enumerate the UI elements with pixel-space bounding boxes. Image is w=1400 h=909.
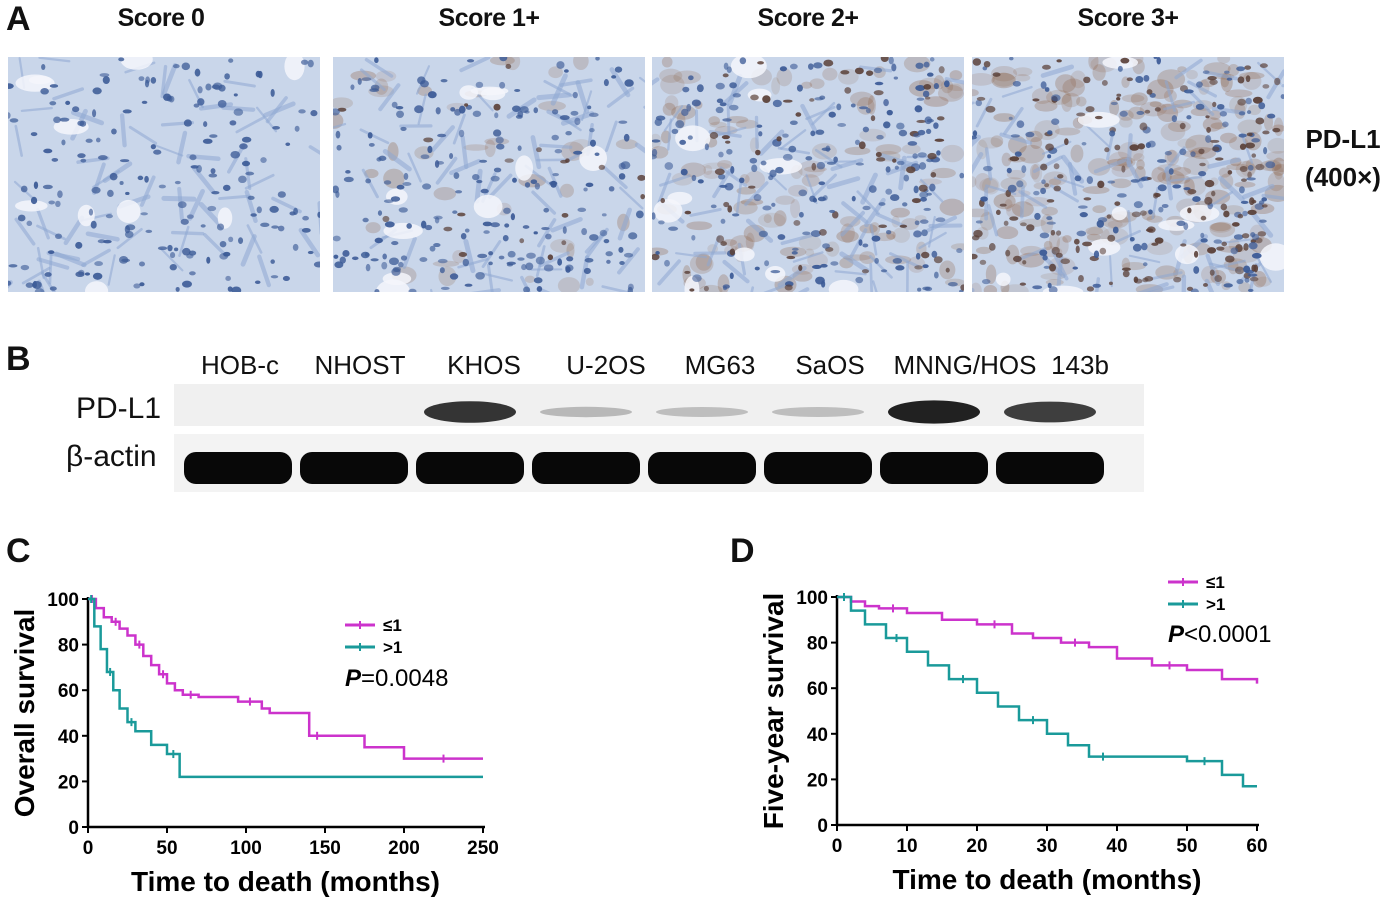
survival-curve-low [88, 597, 483, 760]
x-tick-label: 250 [467, 838, 499, 859]
x-tick-label: 20 [966, 836, 987, 857]
blot-band-pdl1 [1004, 401, 1096, 423]
panel-letter-d: D [730, 532, 755, 570]
legend-label: >1 [1206, 595, 1225, 614]
micrograph-score-3 [972, 57, 1284, 292]
micrograph-score-2 [652, 57, 964, 292]
panel-letter-a: A [6, 0, 31, 38]
blot-band-pdl1 [424, 401, 516, 423]
blot-row-bg-pdl1 [174, 384, 1144, 426]
p-value: P<0.0001 [1168, 621, 1271, 648]
blot-label-pdl1: PD-L1 [76, 392, 162, 425]
lane-label-u2os: U-2OS [566, 350, 646, 380]
blot-band-actin [880, 452, 988, 484]
x-tick-label: 150 [309, 838, 341, 859]
x-tick-label: 0 [832, 836, 843, 857]
chart-five-year-survival: 0 20 40 60 80 100 0 10 20 30 40 50 60 Time to death (… [758, 573, 1271, 895]
score-title-1: Score 1+ [438, 4, 540, 32]
y-tick-label: 100 [47, 590, 79, 611]
x-tick-label: 60 [1246, 836, 1267, 857]
blot-band-pdl1 [888, 400, 980, 424]
score-title-0: Score 0 [117, 4, 205, 32]
lane-label-hob-c: HOB-c [201, 350, 279, 380]
stain-label-magnification: (400×) [1305, 162, 1381, 192]
survival-curve-low [837, 595, 1259, 684]
blot-band-actin [532, 452, 640, 484]
lane-label-khos: KHOS [447, 350, 521, 380]
survival-curve-high [88, 597, 483, 779]
p-value: P=0.0048 [345, 665, 448, 692]
panel-letter-c: C [6, 532, 31, 570]
y-tick-label: 40 [807, 725, 828, 746]
blot-band-pdl1 [540, 406, 632, 418]
y-tick-label: 60 [58, 681, 79, 702]
y-tick-label: 20 [807, 770, 828, 791]
x-tick-label: 100 [230, 838, 262, 859]
blot-label-actin: β-actin [66, 440, 157, 473]
lane-label-saos: SaOS [795, 350, 865, 380]
western-blot [174, 384, 1144, 492]
y-axis-label: Overall survival [9, 609, 40, 818]
x-tick-label: 50 [156, 838, 177, 859]
chart-overall-survival: 0 20 40 60 80 100 0 50 100 150 200 250 Time to death… [9, 590, 499, 897]
micrograph-score-0 [8, 57, 320, 292]
y-tick-label: 0 [817, 816, 828, 837]
score-title-2: Score 2+ [757, 4, 859, 32]
blot-band-actin [996, 452, 1104, 484]
y-tick-label: 80 [58, 636, 79, 657]
lane-label-mnng-hos: MNNG/HOS [893, 350, 1037, 380]
legend-label: >1 [383, 638, 402, 657]
legend-label: ≤1 [1206, 573, 1225, 592]
x-tick-label: 40 [1106, 836, 1127, 857]
legend-label: ≤1 [383, 616, 402, 635]
stain-label: PD-L1 (400×) [1288, 120, 1398, 196]
score-title-3: Score 3+ [1077, 4, 1179, 32]
y-tick-label: 0 [68, 818, 79, 839]
y-tick-label: 20 [58, 772, 79, 793]
x-tick-label: 0 [83, 838, 94, 859]
blot-band-actin [764, 452, 872, 484]
micrograph-score-1 [333, 57, 645, 292]
blot-band-actin [184, 452, 292, 484]
lane-label-143b: 143b [1051, 350, 1109, 380]
x-tick-label: 200 [388, 838, 420, 859]
y-tick-label: 40 [58, 727, 79, 748]
x-tick-label: 30 [1036, 836, 1057, 857]
x-tick-label: 50 [1176, 836, 1197, 857]
x-axis-label: Time to death (months) [892, 864, 1201, 895]
lane-label-mg63: MG63 [684, 350, 756, 380]
blot-band-pdl1 [656, 407, 748, 417]
x-axis-label: Time to death (months) [131, 866, 440, 897]
stain-label-marker: PD-L1 [1305, 124, 1381, 154]
blot-band-actin [300, 452, 408, 484]
x-tick-label: 10 [896, 836, 917, 857]
blot-band-actin [648, 452, 756, 484]
y-tick-label: 100 [796, 588, 828, 609]
blot-band-pdl1 [772, 407, 864, 417]
panel-letter-b: B [6, 340, 31, 378]
y-axis-label: Five-year survival [758, 593, 789, 830]
y-tick-label: 60 [807, 679, 828, 700]
survival-curve-high [837, 595, 1257, 788]
y-tick-label: 80 [807, 634, 828, 655]
lane-label-nhost: NHOST [314, 350, 406, 380]
blot-band-actin [416, 452, 524, 484]
